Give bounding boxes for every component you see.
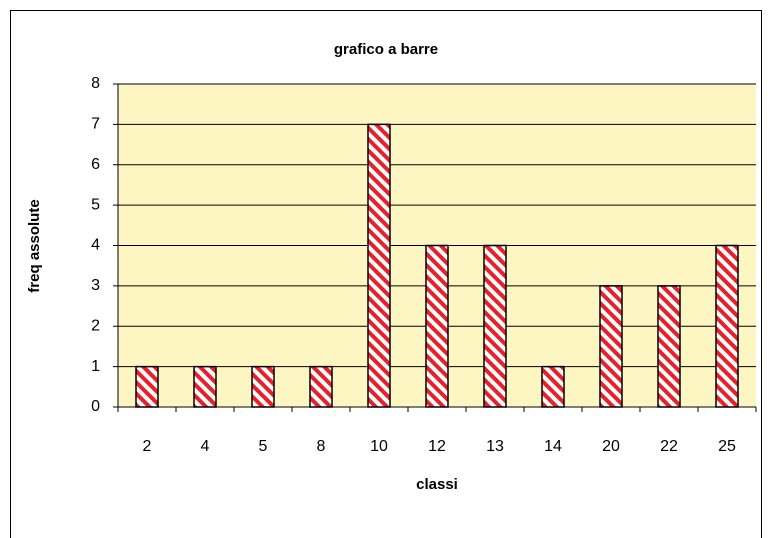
y-tick-label: 8 bbox=[91, 75, 100, 92]
bar bbox=[483, 244, 507, 408]
x-tick-label: 2 bbox=[143, 438, 152, 455]
y-tick-label: 0 bbox=[91, 398, 100, 415]
bar bbox=[715, 244, 739, 408]
x-tick-label: 8 bbox=[317, 438, 326, 455]
x-tick-label: 20 bbox=[602, 438, 620, 455]
y-tick-label: 3 bbox=[91, 277, 100, 294]
y-tick-label: 2 bbox=[91, 317, 100, 334]
x-tick-label: 5 bbox=[259, 438, 268, 455]
y-tick-label: 6 bbox=[91, 156, 100, 173]
bar bbox=[193, 365, 217, 408]
bar bbox=[657, 285, 681, 408]
x-tick-label: 4 bbox=[201, 438, 210, 455]
bar bbox=[367, 123, 391, 408]
x-tick-label: 13 bbox=[486, 438, 504, 455]
x-axis-label: classi bbox=[416, 476, 458, 493]
x-tick-label: 14 bbox=[544, 438, 562, 455]
x-tick-label: 10 bbox=[370, 438, 388, 455]
chart-title: grafico a barre bbox=[334, 41, 438, 58]
y-tick-label: 1 bbox=[91, 358, 100, 375]
y-tick-label: 7 bbox=[91, 116, 100, 133]
x-tick-label: 12 bbox=[428, 438, 446, 455]
y-axis-label: freq assolute bbox=[26, 199, 43, 292]
bar bbox=[251, 365, 275, 408]
y-tick-label: 4 bbox=[91, 237, 100, 254]
bar bbox=[135, 365, 159, 408]
x-tick-label: 22 bbox=[660, 438, 678, 455]
bar bbox=[541, 365, 565, 408]
y-tick-label: 5 bbox=[91, 196, 100, 213]
bar bbox=[309, 365, 333, 408]
x-tick-label: 25 bbox=[718, 438, 736, 455]
bar bbox=[599, 285, 623, 408]
bar bbox=[425, 244, 449, 408]
